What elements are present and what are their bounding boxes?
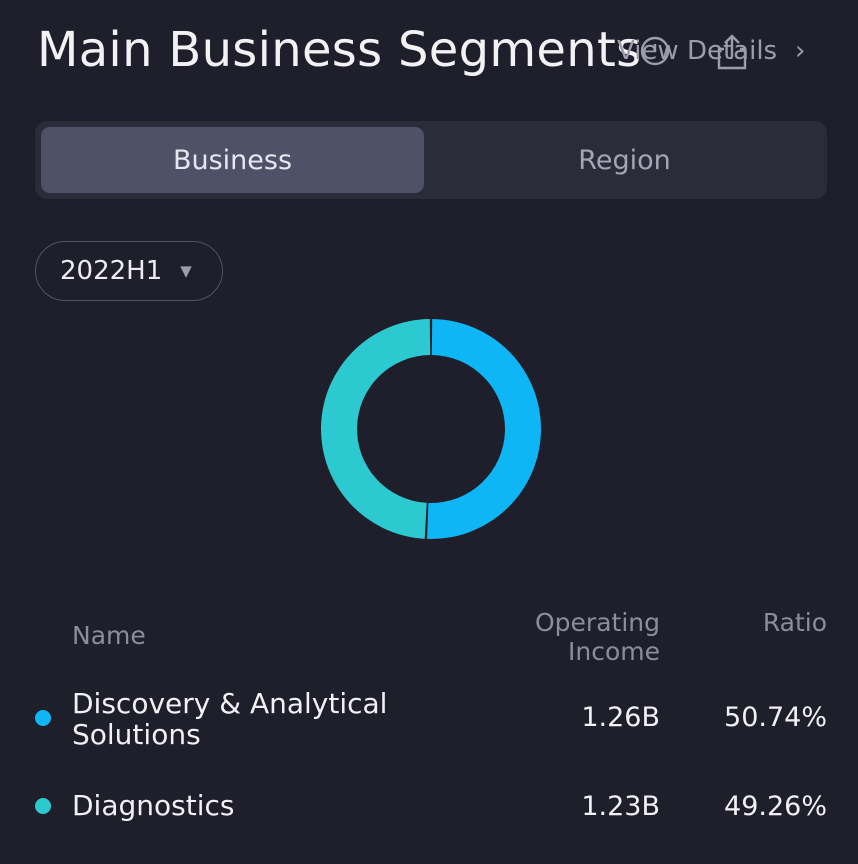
donut-slice-discovery[interactable] bbox=[427, 319, 542, 539]
column-header-ratio: Ratio bbox=[762, 608, 827, 637]
chevron-right-icon[interactable]: › bbox=[795, 36, 806, 66]
segment-income: 1.23B bbox=[581, 791, 660, 822]
segment-name: Diagnostics bbox=[72, 789, 235, 822]
chevron-down-icon: ▼ bbox=[180, 262, 192, 280]
segment-tabs: Business Region bbox=[35, 121, 827, 199]
page-title: Main Business Segments bbox=[37, 22, 642, 78]
column-header-name: Name bbox=[72, 621, 146, 650]
donut-slice-diagnostics[interactable] bbox=[321, 319, 431, 539]
tab-business[interactable]: Business bbox=[41, 127, 424, 193]
segment-ratio: 49.26% bbox=[724, 791, 827, 822]
period-value: 2022H1 bbox=[60, 256, 163, 286]
legend-dot bbox=[35, 798, 51, 814]
segment-ratio: 50.74% bbox=[724, 702, 827, 733]
header-actions: View Details › bbox=[617, 32, 827, 76]
tab-region[interactable]: Region bbox=[578, 144, 671, 176]
table-row[interactable]: Diagnostics 1.23B 49.26% bbox=[0, 786, 858, 830]
column-header-operating-income: Operating Income bbox=[535, 608, 660, 666]
share-icon[interactable] bbox=[715, 32, 749, 72]
table-row[interactable]: Discovery & Analytical Solutions 1.26B 5… bbox=[0, 686, 858, 752]
segments-donut-chart bbox=[321, 319, 542, 539]
view-details-link[interactable]: View Details bbox=[617, 36, 778, 66]
segment-income: 1.26B bbox=[581, 702, 660, 733]
search-icon[interactable] bbox=[639, 32, 675, 72]
legend-dot bbox=[35, 710, 51, 726]
segment-name: Discovery & Analytical Solutions bbox=[72, 687, 388, 751]
period-dropdown[interactable]: 2022H1 ▼ bbox=[35, 241, 223, 301]
